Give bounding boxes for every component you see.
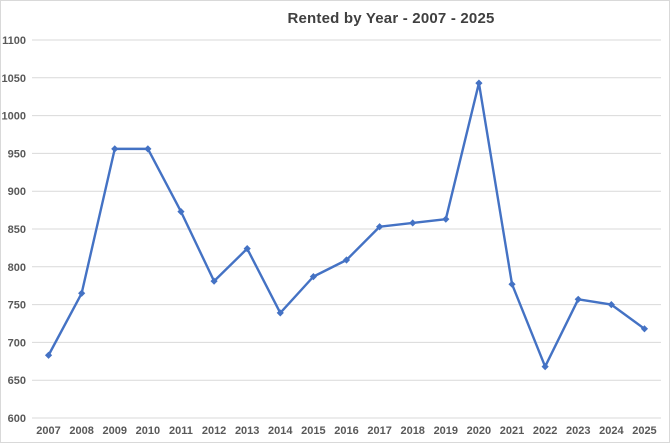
data-line xyxy=(47,81,646,368)
data-point-marker xyxy=(442,215,450,223)
data-point-marker xyxy=(144,145,152,153)
data-point-marker xyxy=(640,325,649,333)
y-tick-label: 1050 xyxy=(2,73,26,85)
data-point-marker xyxy=(44,351,53,359)
data-point-markers xyxy=(44,79,649,371)
data-point-marker xyxy=(541,362,549,371)
x-tick-label: 2024 xyxy=(599,425,624,437)
data-point-marker xyxy=(475,79,483,87)
y-tick-label: 650 xyxy=(8,375,26,387)
data-point-marker xyxy=(243,245,251,253)
x-tick-label: 2012 xyxy=(202,425,226,437)
data-point-marker xyxy=(177,208,185,216)
y-tick-label: 900 xyxy=(8,186,26,198)
data-point-marker xyxy=(574,295,582,303)
y-tick-label: 1100 xyxy=(2,35,26,47)
data-point-marker xyxy=(210,277,218,285)
x-tick-label: 2008 xyxy=(69,425,93,437)
x-tick-label: 2009 xyxy=(103,425,127,437)
x-tick-label: 2014 xyxy=(268,425,293,437)
x-tick-label: 2016 xyxy=(334,425,358,437)
y-tick-label: 850 xyxy=(8,224,26,236)
data-point-marker xyxy=(276,309,284,317)
x-tick-label: 2022 xyxy=(533,425,557,437)
y-tick-label: 950 xyxy=(8,148,26,160)
y-tick-label: 1000 xyxy=(2,111,26,123)
x-tick-label: 2020 xyxy=(467,425,491,437)
y-tick-label: 800 xyxy=(8,262,26,274)
x-tick-label: 2013 xyxy=(235,425,259,437)
x-tick-label: 2023 xyxy=(566,425,590,437)
data-point-marker xyxy=(111,145,119,153)
y-axis-labels: 600 650 700 750 800 850 900 950 1000 1050 1100 xyxy=(2,35,26,425)
gridlines-group xyxy=(32,39,661,419)
chart-title: Rented by Year - 2007 - 2025 xyxy=(287,10,495,27)
data-point-marker xyxy=(309,273,317,281)
data-point-marker xyxy=(607,301,615,309)
x-tick-label: 2007 xyxy=(36,425,60,437)
data-point-marker xyxy=(409,219,417,227)
x-tick-label: 2011 xyxy=(169,425,193,437)
y-tick-label: 600 xyxy=(8,413,26,425)
x-tick-label: 2018 xyxy=(400,425,424,437)
x-tick-label: 2017 xyxy=(367,425,391,437)
data-point-marker xyxy=(508,280,516,288)
y-tick-label: 700 xyxy=(8,337,26,349)
data-point-marker xyxy=(376,223,384,231)
x-axis-labels: 2007 2008 2009 2010 2011 2012 2013 2014 2015 2016… xyxy=(36,425,656,437)
x-tick-label: 2019 xyxy=(434,425,458,437)
x-tick-label: 2010 xyxy=(136,425,160,437)
y-tick-label: 750 xyxy=(8,300,26,312)
data-point-marker xyxy=(78,289,86,297)
x-tick-label: 2015 xyxy=(301,425,325,437)
data-point-marker xyxy=(342,256,351,264)
x-tick-label: 2025 xyxy=(632,425,656,437)
x-tick-label: 2021 xyxy=(500,425,524,437)
